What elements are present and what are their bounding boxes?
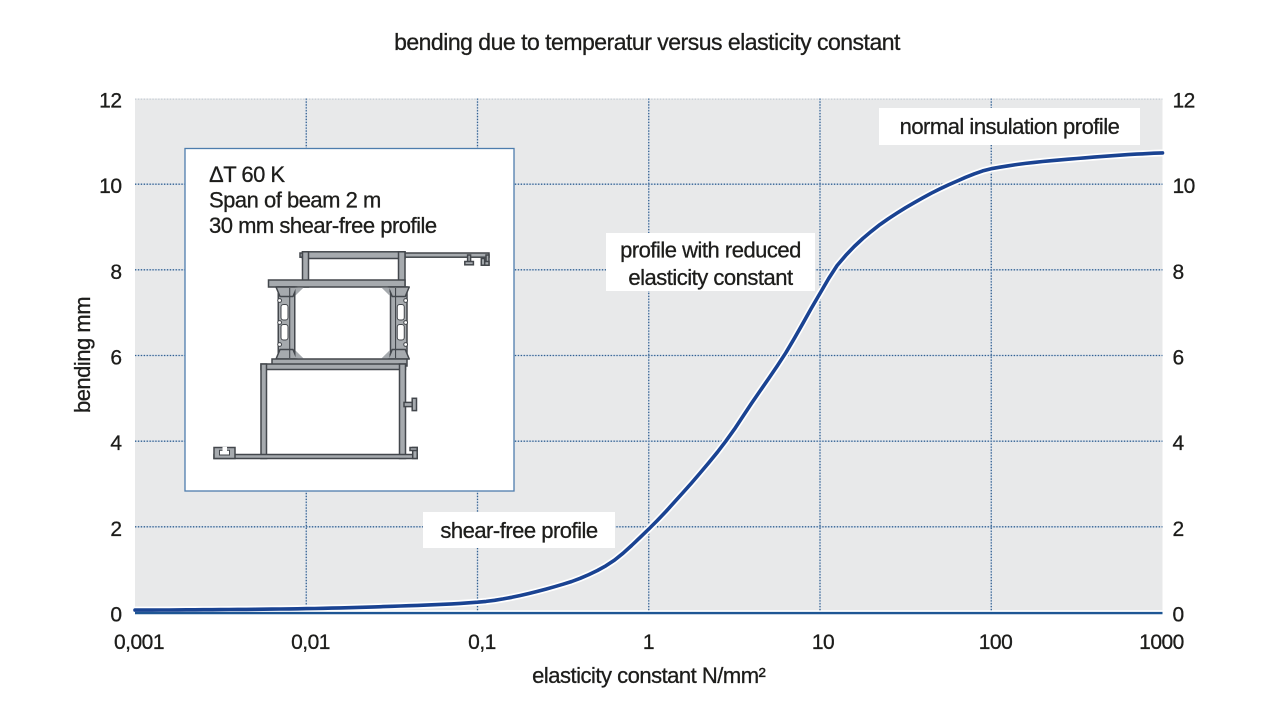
svg-text:10: 10 <box>99 175 121 198</box>
svg-text:8: 8 <box>110 261 121 284</box>
svg-text:profile with reduced: profile with reduced <box>620 238 801 263</box>
svg-text:6: 6 <box>110 347 121 370</box>
svg-text:0,1: 0,1 <box>468 631 496 654</box>
svg-text:12: 12 <box>1173 90 1195 113</box>
svg-text:100: 100 <box>979 631 1013 654</box>
svg-text:ΔT 60 K: ΔT 60 K <box>209 162 285 187</box>
svg-text:elasticity constant: elasticity constant <box>628 265 793 290</box>
svg-text:0: 0 <box>1173 604 1184 627</box>
svg-text:1: 1 <box>643 631 654 654</box>
svg-text:10: 10 <box>1173 175 1195 198</box>
svg-text:6: 6 <box>1173 347 1184 370</box>
svg-text:10: 10 <box>812 631 834 654</box>
svg-text:shear-free profile: shear-free profile <box>440 518 598 543</box>
svg-text:bending mm: bending mm <box>70 297 95 413</box>
svg-text:bending due to temperatur vers: bending due to temperatur versus elastic… <box>394 29 901 55</box>
svg-text:0,01: 0,01 <box>291 631 330 654</box>
svg-text:4: 4 <box>1173 432 1185 455</box>
svg-text:normal insulation profile: normal insulation profile <box>900 114 1120 139</box>
svg-text:0: 0 <box>110 604 121 627</box>
svg-text:2: 2 <box>1173 518 1184 541</box>
svg-text:Span of beam 2 m: Span of beam 2 m <box>209 188 381 213</box>
svg-text:12: 12 <box>99 90 121 113</box>
svg-text:1000: 1000 <box>1139 631 1184 654</box>
svg-text:elasticity constant N/mm²: elasticity constant N/mm² <box>532 663 765 688</box>
svg-text:30 mm shear-free profile: 30 mm shear-free profile <box>209 213 437 238</box>
svg-text:8: 8 <box>1173 261 1184 284</box>
svg-text:0,001: 0,001 <box>114 631 164 654</box>
svg-text:4: 4 <box>110 432 122 455</box>
svg-text:2: 2 <box>110 518 121 541</box>
